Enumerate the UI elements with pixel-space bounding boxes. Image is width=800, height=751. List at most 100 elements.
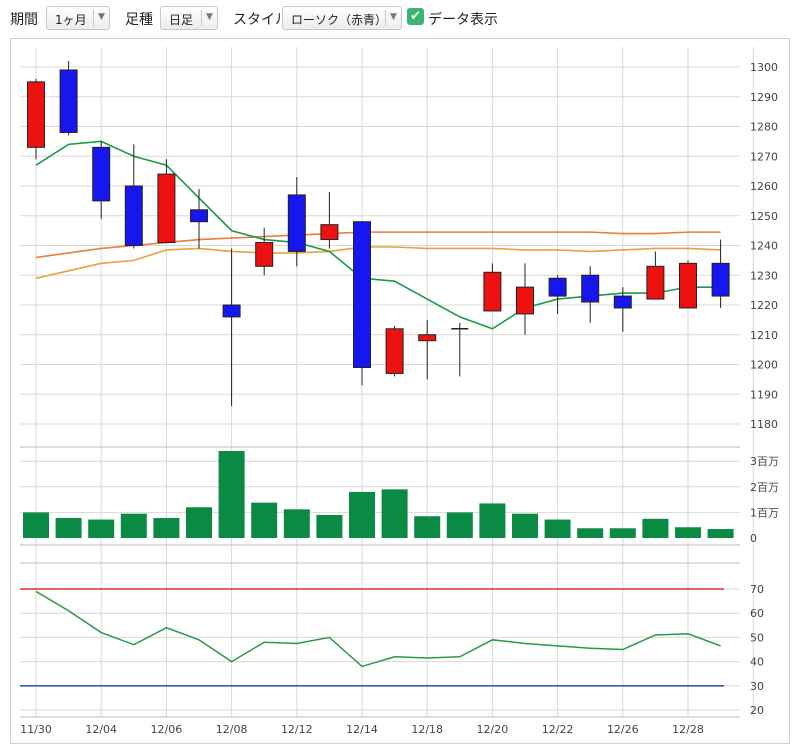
data-display-label[interactable]: データ表示	[428, 12, 498, 28]
volume-bar	[120, 513, 147, 538]
candle-down	[92, 146, 111, 202]
price-tick-label: 1270	[750, 150, 778, 163]
data-display-checkbox[interactable]: ✔	[407, 8, 424, 25]
candle-up	[646, 265, 665, 300]
style-label: スタイル	[233, 12, 289, 28]
oscillator-tick-label: 30	[750, 680, 764, 693]
price-tick-label: 1210	[750, 329, 778, 342]
candle-up	[27, 81, 45, 148]
volume-bar	[23, 512, 49, 538]
candlesticks	[27, 61, 730, 407]
oscillator-tick-label: 20	[750, 704, 764, 717]
oscillator-tick-label: 40	[750, 656, 764, 669]
candle-up	[483, 271, 502, 312]
date-tick-label: 12/12	[281, 723, 313, 736]
chevron-down-icon: ▼	[98, 12, 105, 22]
oscillator-tick-label: 50	[750, 631, 764, 644]
bar-type-select-value: 日足	[169, 13, 194, 27]
price-tick-label: 1290	[750, 91, 778, 104]
oscillator-tick-label: 60	[750, 607, 764, 620]
price-tick-label: 1250	[750, 210, 778, 223]
volume-bar	[283, 509, 310, 538]
volume-bar	[512, 513, 538, 538]
price-tick-label: 1240	[750, 240, 778, 253]
volume-bar	[316, 514, 343, 538]
candle-down	[222, 304, 241, 318]
candle-down	[190, 209, 208, 223]
price-tick-label: 1200	[750, 359, 778, 372]
ma-mid-line	[35, 246, 721, 280]
volume-bar	[88, 519, 115, 538]
candle-down	[353, 221, 371, 368]
volume-bar	[544, 519, 571, 538]
date-tick-label: 12/28	[672, 723, 704, 736]
period-select-value: 1ヶ月	[55, 13, 87, 27]
volume-bar	[577, 528, 604, 538]
date-tick-label: 12/18	[411, 723, 443, 736]
candle-down	[581, 274, 600, 303]
style-select[interactable]: ローソク（赤青） ▼	[282, 6, 402, 30]
oscillator-tick-label: 70	[750, 583, 764, 596]
ma-short-line	[35, 140, 721, 330]
volume-tick-label: 2百万	[750, 481, 779, 494]
volume-tick-label: 0	[750, 532, 757, 545]
candle-up	[385, 328, 404, 374]
candle-up	[516, 286, 534, 315]
period-select[interactable]: 1ヶ月 ▼	[46, 6, 110, 30]
volume-bar	[218, 450, 245, 538]
volume-bar	[609, 528, 636, 538]
axis-labels: 1300 1290 1280 1270 1260 1250 1240 1230 1220 1210…	[20, 61, 779, 736]
volume-bar	[153, 518, 180, 538]
volume-bar	[707, 529, 734, 538]
volume-tick-label: 1百万	[750, 506, 779, 519]
date-tick-label: 12/08	[216, 723, 248, 736]
candle-up	[418, 334, 437, 342]
volume-bar	[414, 516, 441, 538]
volume-bar	[675, 527, 701, 538]
toolbar: 期間 1ヶ月 ▼ 足種 日足 ▼ スタイル ローソク（赤青） ▼ ✔ データ表示	[0, 0, 800, 36]
price-tick-label: 1220	[750, 299, 778, 312]
candle-down	[711, 262, 730, 297]
candle-up	[679, 262, 697, 309]
period-label: 期間	[10, 12, 38, 28]
chevron-down-icon: ▼	[206, 12, 213, 22]
volume-bar	[55, 518, 82, 538]
oscillator-line	[35, 590, 721, 668]
oscillator	[20, 588, 724, 687]
price-tick-label: 1180	[750, 418, 778, 431]
date-tick-label: 11/30	[20, 723, 52, 736]
bar-type-select[interactable]: 日足 ▼	[160, 6, 218, 30]
candle-down	[124, 185, 143, 246]
date-tick-label: 12/06	[151, 723, 183, 736]
style-select-value: ローソク（赤青）	[291, 13, 388, 27]
checkmark-icon: ✔	[410, 9, 421, 24]
price-tick-label: 1190	[750, 388, 778, 401]
price-tick-label: 1300	[750, 61, 778, 74]
candle-down	[287, 194, 306, 252]
date-tick-label: 12/26	[607, 723, 639, 736]
candle-up	[320, 224, 339, 241]
ma-long-line	[35, 231, 721, 259]
volume-bar	[349, 491, 375, 538]
chart-frame	[10, 38, 790, 744]
volume-bar	[642, 518, 669, 538]
date-tick-label: 12/14	[346, 723, 378, 736]
volume-bar	[251, 502, 278, 538]
price-tick-label: 1260	[750, 180, 778, 193]
date-tick-label: 12/04	[85, 723, 117, 736]
candle-down	[548, 277, 567, 297]
volume-bar	[446, 512, 473, 538]
volume-bar	[381, 489, 408, 538]
price-tick-label: 1230	[750, 269, 778, 282]
date-tick-label: 12/20	[477, 723, 509, 736]
candle-down	[59, 69, 78, 133]
grid-lines	[20, 47, 754, 718]
volume-bar	[479, 503, 506, 538]
candle-up	[255, 242, 274, 267]
volume-bar	[186, 507, 212, 538]
candle-up	[157, 173, 176, 244]
moving-averages	[35, 140, 721, 330]
date-tick-label: 12/22	[542, 723, 574, 736]
volume-bars	[23, 450, 734, 538]
